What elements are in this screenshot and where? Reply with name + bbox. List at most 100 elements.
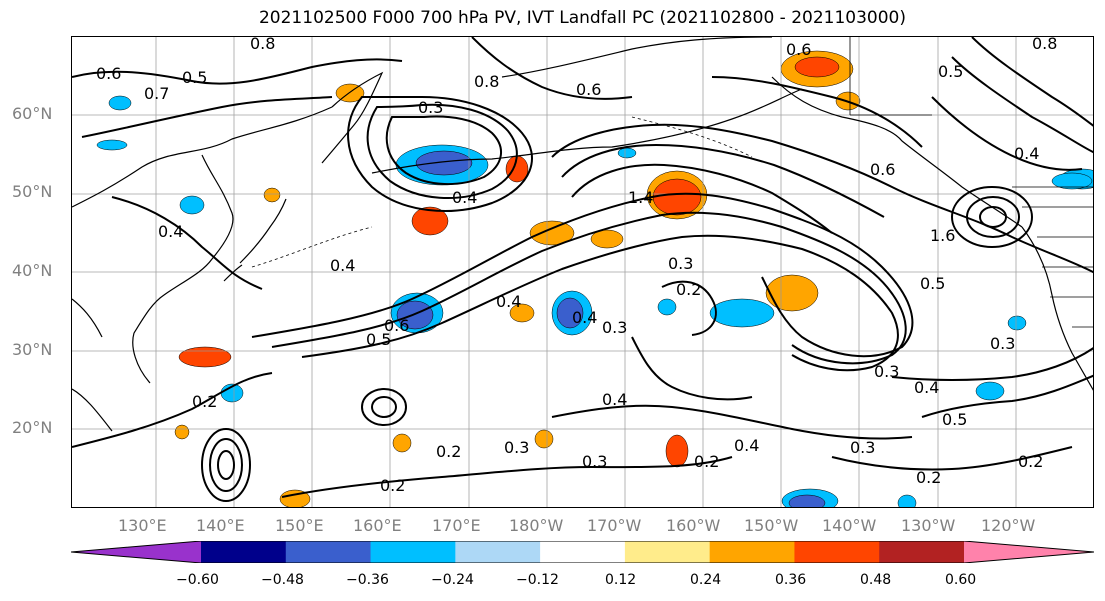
positive-patch [534, 429, 554, 449]
negative-patch [108, 95, 132, 111]
pv-contour [471, 37, 633, 100]
contour-label: 0.6 [786, 40, 811, 59]
contour-label: 0.4 [158, 222, 183, 241]
pv-contour [81, 96, 333, 138]
pv-contour [571, 163, 833, 234]
pv-contour [251, 192, 914, 358]
contour-label: 0.5 [942, 410, 967, 429]
contour-label: 0.4 [496, 292, 521, 311]
pv-contour [371, 396, 398, 418]
pv-contour [831, 446, 1073, 471]
negative-patch [1051, 172, 1093, 190]
colorbar [71, 541, 1094, 563]
pv-contour [551, 404, 913, 440]
contour-label: 0.8 [250, 37, 275, 53]
contour-label: 0.3 [504, 438, 529, 457]
contour-label: 0.7 [144, 84, 169, 103]
pv-contour [711, 76, 923, 148]
colorbar-tick: −0.24 [431, 572, 474, 588]
lon-label-130w: 130°W [901, 516, 956, 535]
pv-contour [366, 103, 518, 199]
contour-label: 0.2 [676, 280, 701, 299]
coastline-asia [72, 106, 333, 432]
colorbar-segment [455, 541, 541, 563]
colorbar-segment [709, 541, 795, 563]
colorbar-extend-low [71, 541, 201, 563]
coastline-north-america [1021, 226, 1093, 391]
gridlines [72, 37, 1093, 507]
colorbar-segments [71, 541, 1094, 563]
colorbar-tick: 0.48 [860, 572, 892, 588]
contour-label: 0.2 [192, 392, 217, 411]
negative-patch [1007, 315, 1027, 331]
contour-label: 0.2 [436, 442, 461, 461]
contour-label: 0.5 [366, 330, 391, 349]
coastline-japan [223, 198, 287, 282]
contour-label: 0.3 [850, 438, 875, 457]
map-title: 2021102500 F000 700 hPa PV, IVT Landfall… [258, 8, 906, 28]
coastlines [72, 37, 1093, 432]
pv-contour [201, 428, 252, 502]
contour-label: 0.6 [576, 80, 601, 99]
positive-patch [529, 220, 575, 246]
contour-label: 0.3 [990, 334, 1015, 353]
contour-label: 0.5 [920, 274, 945, 293]
positive-patch [263, 187, 281, 203]
colorbar-segment [540, 541, 626, 563]
negative-patch [897, 494, 917, 507]
contour-label: 0.2 [1018, 452, 1043, 471]
pv-contour [951, 56, 1093, 154]
dateline-border [251, 116, 753, 268]
pv-contour [921, 374, 1093, 418]
colorbar-tick: −0.12 [516, 572, 559, 588]
contour-label: 0.6 [384, 316, 409, 335]
pv-contour [209, 438, 244, 492]
pv-contour [561, 143, 885, 218]
contour-labels: 0.8 0.6 0.5 0.7 0.8 0.6 0.3 0.4 0.4 0.4 … [96, 37, 1057, 495]
pv-contour [891, 347, 1093, 381]
negative-patch [96, 139, 128, 151]
negative-patch [709, 298, 775, 328]
negative-patch [556, 297, 584, 329]
colorbar-tick: 0.60 [945, 572, 977, 588]
pv-contour [971, 37, 1093, 127]
contour-label: 1.4 [628, 188, 653, 207]
map-canvas: 0.8 0.6 0.5 0.7 0.8 0.6 0.3 0.4 0.4 0.4 … [72, 37, 1093, 507]
pv-contour [966, 196, 1021, 238]
contour-label: 0.5 [938, 62, 963, 81]
pv-contour [979, 206, 1008, 228]
pv-contour [301, 234, 899, 372]
positive-patch [665, 434, 689, 468]
lat-label-40n: 40°N [12, 261, 53, 280]
contour-label: 0.2 [694, 452, 719, 471]
colorbar-extend-high [964, 541, 1094, 563]
negative-patch [975, 381, 1005, 401]
anomaly-patches [96, 50, 1093, 507]
pv-contour [72, 372, 273, 448]
coastline-kamchatka [321, 71, 384, 164]
contour-label: 0.4 [1014, 144, 1039, 163]
lon-label-130e: 130°E [118, 516, 167, 535]
contour-label: 0.4 [572, 308, 597, 327]
contour-label: 0.4 [330, 256, 355, 275]
map-panel: 0.8 0.6 0.5 0.7 0.8 0.6 0.3 0.4 0.4 0.4 … [71, 36, 1094, 508]
contour-label: 0.4 [602, 390, 627, 409]
lat-label-50n: 50°N [12, 182, 53, 201]
positive-patch [279, 489, 311, 507]
colorbar-tick: −0.60 [176, 572, 219, 588]
colorbar-segment [370, 541, 456, 563]
lon-label-170w: 170°W [587, 516, 642, 535]
contour-label: 0.5 [182, 68, 207, 87]
colorbar-tick: 0.12 [605, 572, 637, 588]
lon-label-180w: 180°W [509, 516, 564, 535]
pv-contours [72, 37, 1093, 502]
contour-label: 0.4 [452, 188, 477, 207]
colorbar-tick: −0.36 [346, 572, 389, 588]
pv-contour [271, 211, 907, 365]
lon-label-160w: 160°W [666, 516, 721, 535]
positive-patch [590, 229, 624, 249]
negative-patch [179, 195, 205, 215]
contour-label: 0.4 [734, 436, 759, 455]
state-borders [849, 37, 1093, 328]
colorbar-tick: 0.36 [775, 572, 807, 588]
